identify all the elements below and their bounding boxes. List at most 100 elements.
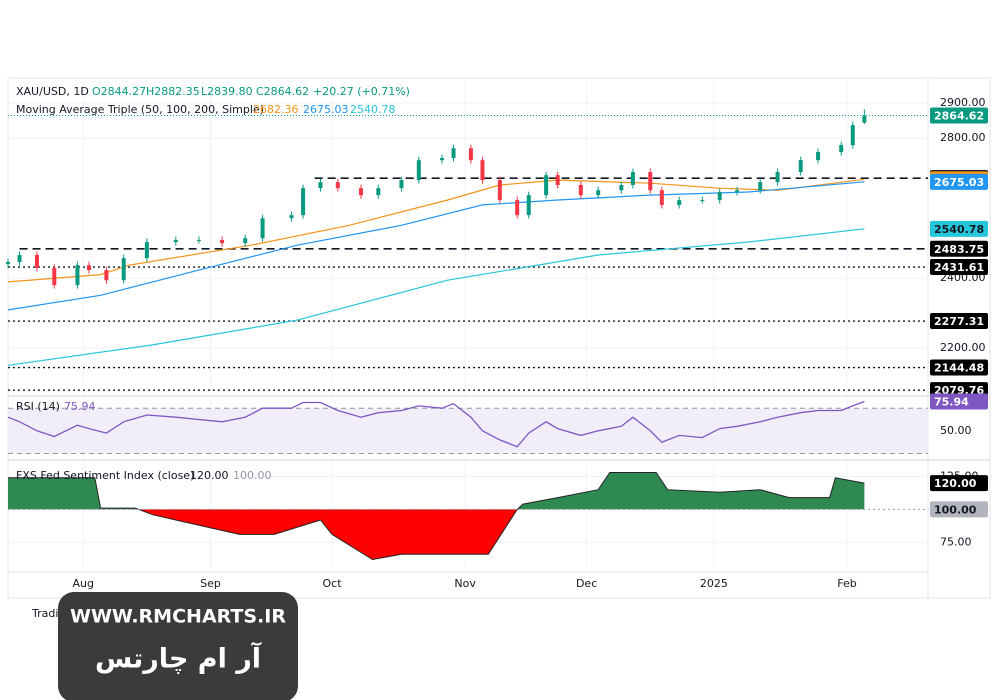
y-tick-label: 2900.00 — [940, 96, 986, 109]
candle-body — [648, 172, 653, 191]
x-tick-label: Oct — [323, 577, 343, 590]
rsi-value-label-box — [930, 393, 988, 410]
candle-body — [34, 255, 39, 268]
level-label-box — [930, 359, 988, 376]
candle-body — [173, 239, 178, 243]
candle-body — [301, 188, 306, 216]
candle-body — [816, 152, 821, 161]
level-label: 2277.31 — [934, 315, 984, 328]
ohlc-label: C2864.62 — [256, 85, 309, 98]
candle-body — [555, 175, 560, 185]
y-tick-label: 2200.00 — [940, 341, 986, 354]
candle-body — [196, 239, 201, 241]
baseline-legend-value: 100.00 — [233, 469, 272, 482]
candle-body — [544, 175, 549, 196]
ohlc-label: H2882.35 — [146, 85, 200, 98]
y-tick-label: 2800.00 — [940, 131, 986, 144]
candle-body — [220, 239, 225, 244]
indicator-title: Moving Average Triple (50, 100, 200, Sim… — [16, 103, 264, 116]
x-tick-label: Sep — [200, 577, 221, 590]
candle-body — [75, 265, 80, 286]
ohlc-label: O2844.27 — [92, 85, 146, 98]
x-tick-label: Nov — [454, 577, 476, 590]
candle-body — [578, 185, 583, 196]
x-tick-label: Dec — [576, 577, 597, 590]
rsi-legend-value: 75.94 — [64, 400, 96, 413]
moving-average-line — [7, 181, 865, 311]
candle-body — [862, 115, 867, 123]
ma-price-label: 2540.78 — [934, 223, 984, 236]
sentiment-value-label-box — [930, 475, 988, 492]
candle-body — [717, 192, 722, 201]
candle-body — [121, 258, 126, 281]
watermark-name: آر ام چارتس — [95, 642, 262, 675]
ma-legend-value: 2682.36 — [253, 103, 299, 116]
candle-body — [798, 160, 803, 173]
candle-body — [758, 182, 763, 191]
candle-body — [596, 190, 601, 196]
level-label-box — [930, 313, 988, 330]
sentiment-area-above — [8, 472, 865, 510]
candle-body — [144, 242, 149, 259]
sentiment-line — [8, 472, 865, 561]
plot-area: Aug Sep Oct Nov Dec 2025 Feb2900.002800.002400… — [6, 80, 988, 590]
candle-body — [850, 125, 855, 146]
candle-body — [335, 182, 340, 189]
current-price-label-box — [930, 107, 988, 124]
rsi-title: RSI (14) — [16, 400, 60, 413]
watermark-url: WWW.RMCHARTS.IR — [70, 606, 286, 628]
candle-body — [17, 255, 22, 262]
candle-body — [376, 188, 381, 196]
ma-price-label: 2675.03 — [934, 176, 984, 189]
candle-body — [630, 172, 635, 185]
candle-body — [468, 148, 473, 161]
sentiment-area-below — [8, 509, 865, 560]
candle-body — [619, 185, 624, 191]
candle-body — [289, 215, 294, 219]
candle-body — [451, 148, 456, 159]
candle-body — [358, 188, 363, 196]
candle-body — [104, 270, 109, 281]
rsi-line — [7, 400, 865, 448]
y-tick-label: 75.00 — [940, 535, 972, 548]
level-label: 2431.61 — [934, 261, 984, 274]
candle-body — [439, 158, 444, 161]
candle-body — [318, 182, 323, 189]
candle-body — [677, 200, 682, 205]
current-price-label: 2864.62 — [934, 109, 984, 122]
candle-body — [399, 180, 404, 189]
sentiment-value-label: 120.00 — [934, 477, 977, 490]
ma-legend-value: 2675.03 — [303, 103, 349, 116]
candle-body — [775, 172, 780, 183]
level-label: 2483.75 — [934, 243, 984, 256]
ma-price-label-box — [930, 173, 988, 190]
x-tick-label: 2025 — [700, 577, 728, 590]
ma-price-label-box — [930, 220, 988, 237]
candle-body — [497, 180, 502, 201]
baseline-label-box — [930, 501, 988, 518]
overlay: Trading WWW.RMCHARTS.IR آر ام چارتس — [31, 592, 298, 700]
watermark-box — [58, 592, 298, 700]
candle-body — [735, 190, 740, 192]
candle-body — [659, 190, 664, 205]
sentiment-title: FXS Fed Sentiment Index (close) — [16, 469, 194, 482]
level-label-box — [930, 240, 988, 257]
level-label-box — [930, 259, 988, 276]
baseline-label: 100.00 — [934, 503, 977, 516]
candle-body — [243, 238, 248, 244]
ohlc-label: L2839.80 — [201, 85, 253, 98]
y-tick-label: 50.00 — [940, 424, 972, 437]
candle-body — [6, 262, 10, 265]
level-label: 2144.48 — [934, 362, 984, 375]
ma-legend-value: 2540.78 — [350, 103, 396, 116]
candle-body — [839, 145, 844, 153]
moving-average-line — [7, 228, 865, 366]
sentiment-legend-value: 120.00 — [190, 469, 229, 482]
candle-body — [526, 195, 531, 216]
candle-body — [87, 265, 92, 271]
change-label: +20.27 (+0.71%) — [313, 85, 410, 98]
candle-body — [260, 218, 265, 239]
rsi-value-label: 75.94 — [934, 395, 969, 408]
x-tick-label: Feb — [837, 577, 856, 590]
